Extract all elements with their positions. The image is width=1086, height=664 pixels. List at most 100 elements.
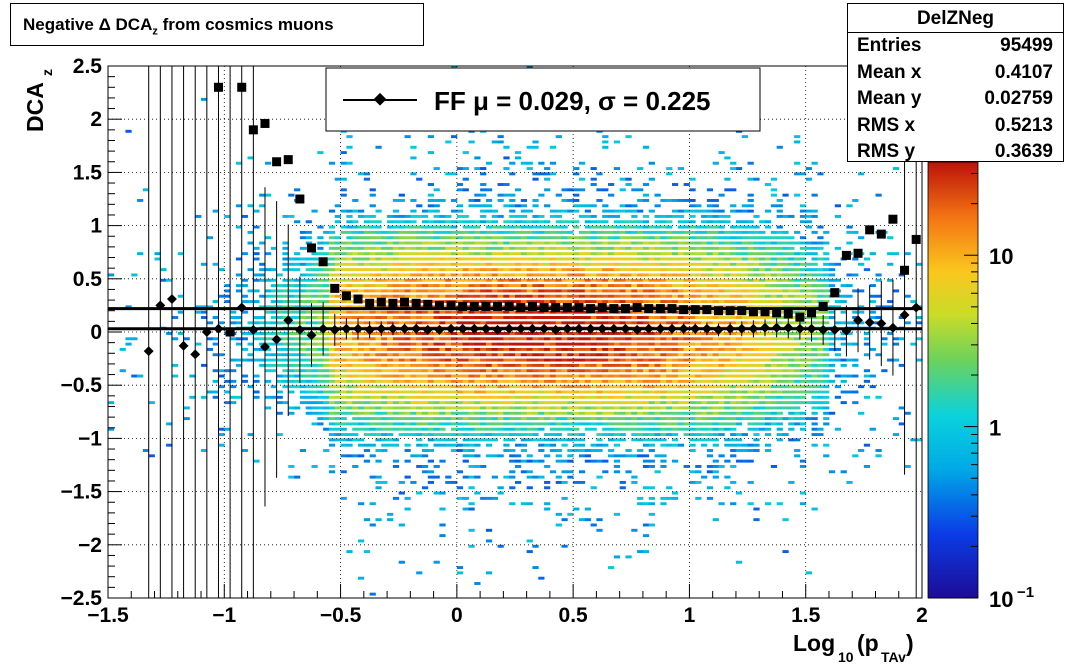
heatmap-cell xyxy=(794,417,801,421)
heatmap-cell xyxy=(561,199,568,202)
heatmap-cell xyxy=(468,454,475,458)
heatmap-cell xyxy=(451,443,458,447)
heatmap-cell xyxy=(555,236,562,240)
heatmap-cell xyxy=(637,188,644,192)
heatmap-cell xyxy=(567,459,574,463)
heatmap-cell xyxy=(445,480,452,484)
heatmap-cell xyxy=(491,289,498,293)
heatmap-cell xyxy=(660,337,667,341)
heatmap-cell xyxy=(671,199,679,202)
heatmap-cell xyxy=(549,433,557,437)
heatmap-cell xyxy=(631,358,638,362)
heatmap-cell xyxy=(648,230,655,234)
heatmap-cell xyxy=(642,379,650,383)
heatmap-cell xyxy=(270,316,278,319)
heatmap-cell xyxy=(497,252,504,256)
heatmap-cell xyxy=(631,342,638,346)
heatmap-cell xyxy=(712,363,719,367)
heatmap-cell xyxy=(741,316,748,319)
heatmap-cell xyxy=(834,358,841,362)
heatmap-cell xyxy=(602,140,609,144)
heatmap-cell xyxy=(666,496,673,500)
heatmap-cell xyxy=(671,459,679,463)
heatmap-cell xyxy=(724,321,731,325)
heatmap-cell xyxy=(596,289,603,293)
heatmap-cell xyxy=(264,363,272,367)
heatmap-cell xyxy=(730,262,737,266)
heatmap-cell xyxy=(730,374,737,378)
heatmap-cell xyxy=(805,332,812,335)
heatmap-cell xyxy=(323,337,330,341)
heatmap-cell xyxy=(869,385,876,389)
heatmap-cell xyxy=(404,273,411,277)
heatmap-cell xyxy=(358,401,365,405)
heatmap-cell xyxy=(480,496,487,500)
heatmap-cell xyxy=(660,417,667,421)
heatmap-cell xyxy=(735,230,743,234)
heatmap-cell xyxy=(328,257,336,261)
heatmap-cell xyxy=(689,347,696,351)
heatmap-cell xyxy=(346,395,353,399)
heatmap-cell xyxy=(491,332,498,335)
heatmap-cell xyxy=(549,236,557,240)
heatmap-cell xyxy=(392,321,400,325)
heatmap-cell xyxy=(253,273,260,277)
heatmap-cell xyxy=(794,278,801,282)
heatmap-cell xyxy=(718,332,725,335)
heatmap-cell xyxy=(375,209,382,213)
heatmap-cell xyxy=(340,353,347,357)
heatmap-cell xyxy=(689,353,696,357)
heatmap-cell xyxy=(352,310,359,314)
heatmap-cell xyxy=(264,305,272,309)
heatmap-cell xyxy=(538,369,545,373)
heatmap-cell xyxy=(515,321,522,325)
heatmap-cell xyxy=(485,406,493,410)
heatmap-cell xyxy=(468,342,475,346)
heatmap-cell xyxy=(648,209,655,213)
heatmap-cell xyxy=(520,470,528,474)
heatmap-cell xyxy=(823,411,830,415)
heatmap-cell xyxy=(706,241,714,245)
heatmap-cell xyxy=(497,300,504,304)
heatmap-cell xyxy=(410,363,417,367)
heatmap-cell xyxy=(497,316,504,319)
heatmap-cell xyxy=(608,379,615,383)
heatmap-cell xyxy=(311,395,318,399)
heatmap-cell xyxy=(549,145,557,149)
heatmap-cell xyxy=(177,332,184,335)
heatmap-cell xyxy=(666,167,673,171)
heatmap-cell xyxy=(212,300,219,304)
heatmap-cell xyxy=(456,284,464,288)
heatmap-cell xyxy=(404,433,411,437)
heatmap-cell xyxy=(532,220,539,224)
heatmap-cell xyxy=(805,401,812,405)
heatmap-cell xyxy=(695,406,702,410)
heatmap-cell xyxy=(770,332,778,335)
heatmap-cell xyxy=(323,385,330,389)
heatmap-cell xyxy=(794,411,801,415)
heatmap-cell xyxy=(474,582,481,585)
heatmap-cell xyxy=(404,342,411,346)
heatmap-cell xyxy=(328,230,336,234)
heatmap-cell xyxy=(811,427,818,431)
heatmap-cell xyxy=(427,193,434,197)
heatmap-cell xyxy=(363,262,371,266)
heatmap-cell xyxy=(811,193,818,197)
heatmap-cell xyxy=(613,140,621,144)
heatmap-cell xyxy=(619,385,626,389)
heatmap-cell xyxy=(846,204,853,208)
heatmap-cell xyxy=(538,284,545,288)
heatmap-cell xyxy=(381,427,388,431)
heatmap-cell xyxy=(282,321,289,325)
heatmap-cell xyxy=(590,246,597,250)
heatmap-cell xyxy=(288,374,295,378)
heatmap-cell xyxy=(735,321,743,325)
heatmap-cell xyxy=(509,363,516,367)
heatmap-cell xyxy=(201,363,208,367)
heatmap-cell xyxy=(718,220,725,224)
heatmap-cell xyxy=(555,406,562,410)
heatmap-cell xyxy=(671,379,679,383)
heatmap-cell xyxy=(613,417,621,421)
heatmap-cell xyxy=(369,475,376,479)
heatmap-cell xyxy=(602,268,609,272)
